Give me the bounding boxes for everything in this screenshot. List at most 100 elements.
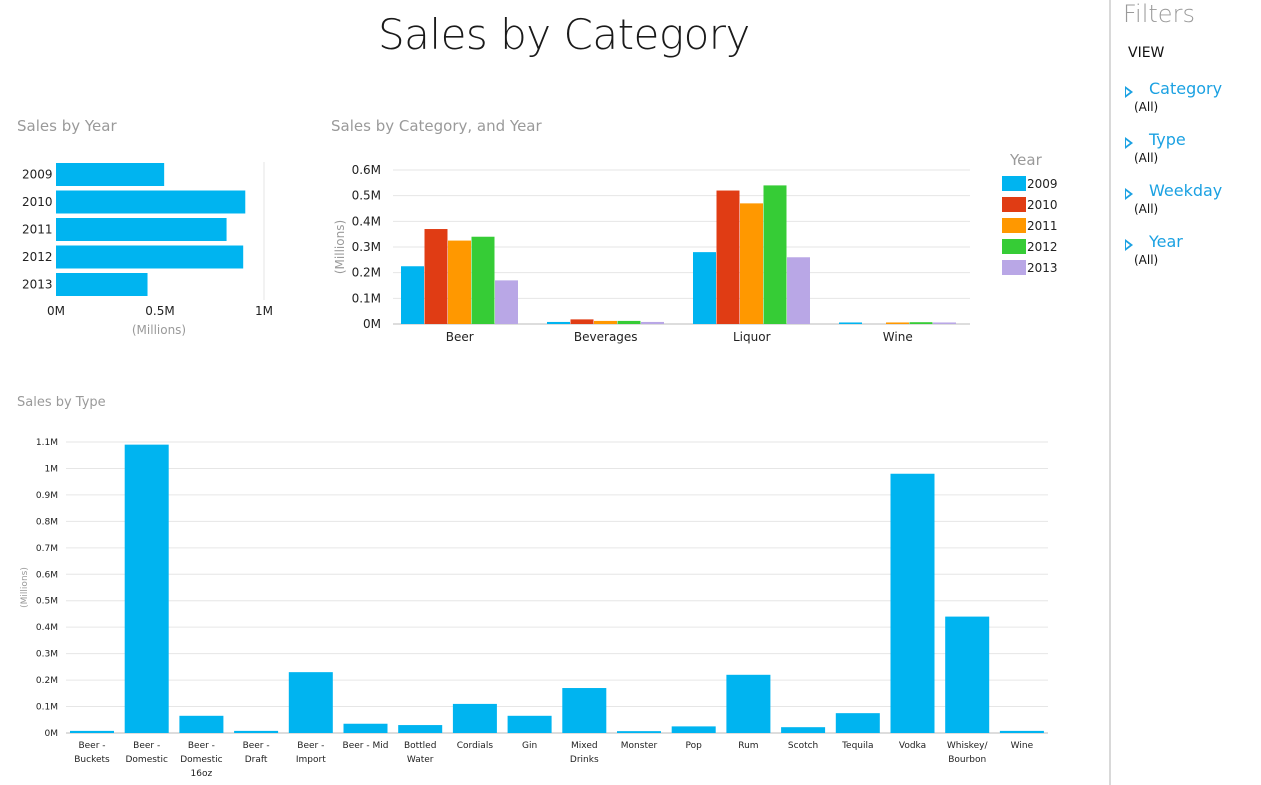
filter-weekday-label[interactable]: Weekday	[1149, 181, 1223, 200]
bar	[179, 715, 224, 733]
tick-label: 0.4M	[36, 623, 58, 633]
sales-by-category-year-title: Sales by Category, and Year	[331, 117, 542, 135]
tick-label: 0.2M	[36, 676, 58, 686]
bar	[693, 252, 716, 324]
category-label: Liquor	[733, 330, 771, 344]
tick-label: 0M	[47, 304, 65, 318]
category-label: Domestic	[125, 755, 167, 765]
bar	[839, 322, 862, 324]
filters-pane: Filters VIEW Category (All) Type (All) W…	[1109, 0, 1261, 785]
bar	[562, 688, 607, 733]
category-label: 2009	[22, 168, 53, 182]
category-label: 16oz	[191, 769, 213, 779]
bar	[343, 723, 388, 733]
category-label: 2011	[22, 223, 53, 237]
axis-label: (Millions)	[333, 220, 347, 274]
category-label: Beer -	[188, 741, 215, 751]
tick-label: 0.6M	[352, 163, 381, 177]
bar	[547, 321, 570, 324]
category-label: Bottled	[404, 741, 437, 751]
legend-title: Year	[1009, 151, 1043, 169]
category-label: Wine	[883, 330, 913, 344]
tick-label: 0M	[363, 317, 381, 331]
sales-by-year-title: Sales by Year	[17, 117, 117, 135]
triangle-right-icon[interactable]	[1125, 239, 1133, 251]
category-label: Water	[407, 755, 434, 765]
bar	[671, 726, 716, 733]
category-label: Buckets	[74, 755, 110, 765]
sales-by-type-chart[interactable]: 0M 0.1M 0.2M 0.3M 0.4M 0.5M 0.6M 0.7M 0.8M 0.9M 1M…	[0, 430, 1070, 785]
bar	[933, 322, 956, 324]
category-label: Beer -	[133, 741, 160, 751]
category-label: Pop	[686, 741, 703, 751]
page-title: Sales by Category	[378, 10, 750, 59]
bar	[945, 616, 990, 733]
tick-label: 0.8M	[36, 517, 58, 527]
filters-title: Filters	[1123, 0, 1195, 28]
axis-label: (Millions)	[20, 567, 30, 608]
category-label: Scotch	[788, 741, 818, 751]
category-label: Rum	[738, 741, 758, 751]
legend-swatch	[1002, 218, 1026, 233]
category-label: Beer - Mid	[343, 741, 389, 751]
legend-label: 2013	[1027, 261, 1058, 275]
bar	[641, 321, 664, 324]
category-label: Vodka	[899, 741, 926, 751]
category-label: Beer -	[78, 741, 105, 751]
category-label: Whiskey/	[947, 741, 989, 751]
bar	[56, 273, 148, 296]
tick-label: 1M	[45, 464, 59, 474]
category-label: Tequila	[841, 741, 873, 751]
category-label: Drinks	[570, 755, 599, 765]
category-label: Mixed	[571, 741, 598, 751]
filter-type-label[interactable]: Type	[1149, 130, 1186, 149]
tick-label: 0.3M	[36, 650, 58, 660]
category-label: Beer	[446, 330, 474, 344]
triangle-right-icon[interactable]	[1125, 188, 1133, 200]
category-label: Gin	[522, 741, 537, 751]
sales-by-year-chart[interactable]: 2009 2010 2011 2012 2013 0M 0.5M 1M (Millions)	[0, 150, 300, 350]
bar	[716, 190, 740, 324]
legend-label: 2009	[1027, 177, 1058, 191]
category-label: Wine	[1011, 741, 1034, 751]
filter-category-label[interactable]: Category	[1149, 79, 1223, 98]
legend-swatch	[1002, 239, 1026, 254]
legend-label: 2011	[1027, 219, 1058, 233]
tick-label: 0.9M	[36, 491, 58, 501]
tick-label: 0.5M	[145, 304, 174, 318]
category-label: Beer -	[243, 741, 270, 751]
bar	[70, 730, 114, 733]
filter-year-label[interactable]: Year	[1149, 232, 1183, 251]
bar	[617, 320, 641, 324]
tick-label: 1.1M	[36, 438, 58, 448]
bar	[890, 473, 935, 733]
tick-label: 0.5M	[352, 189, 381, 203]
bar	[56, 163, 165, 186]
bar	[909, 322, 933, 324]
tick-label: 0.7M	[36, 544, 58, 554]
bar	[999, 730, 1044, 733]
sales-by-category-year-chart[interactable]: 0M 0.1M 0.2M 0.3M 0.4M 0.5M 0.6M (Millions) Beer…	[320, 145, 1080, 355]
bar	[570, 319, 594, 324]
category-label: 2012	[22, 250, 53, 264]
bar	[726, 674, 771, 733]
bar	[617, 731, 661, 733]
bar	[740, 203, 763, 324]
bar	[56, 245, 244, 269]
tick-label: 1M	[255, 304, 273, 318]
triangle-right-icon[interactable]	[1125, 86, 1133, 98]
category-label: Draft	[245, 755, 268, 765]
category-label: Domestic	[180, 755, 222, 765]
category-label: 2010	[22, 195, 53, 209]
bar	[763, 185, 787, 324]
tick-label: 0.4M	[352, 214, 381, 228]
legend-swatch	[1002, 197, 1026, 212]
triangle-right-icon[interactable]	[1125, 137, 1133, 149]
legend-swatch	[1002, 260, 1026, 275]
tick-label: 0.1M	[36, 703, 58, 713]
bar	[401, 266, 424, 324]
category-label: Beer -	[297, 741, 324, 751]
bar	[495, 280, 518, 324]
bar	[886, 322, 909, 324]
bar	[448, 240, 471, 324]
